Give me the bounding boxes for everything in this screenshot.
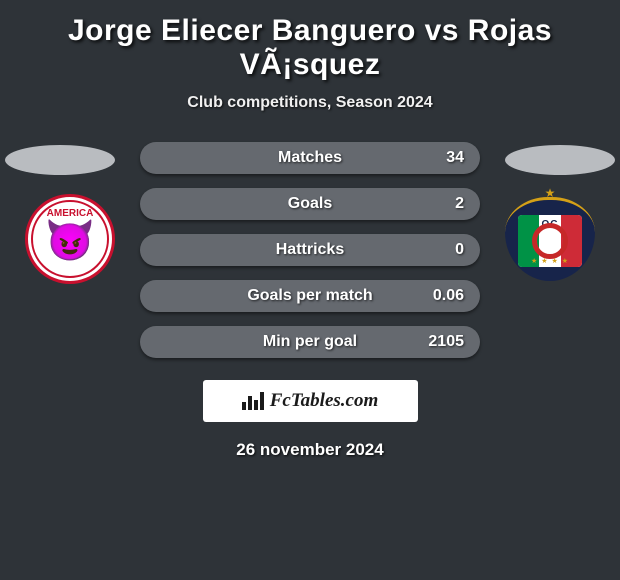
ring-icon: [532, 223, 568, 259]
page-title: Jorge Eliecer Banguero vs Rojas VÃ¡squez: [0, 0, 620, 88]
stat-value: 2: [455, 195, 464, 213]
devil-icon: 😈: [45, 221, 95, 261]
bar-chart-icon: [242, 392, 264, 410]
page-subtitle: Club competitions, Season 2024: [0, 94, 620, 112]
star-icon: ★: [545, 186, 556, 200]
stat-label: Min per goal: [263, 333, 357, 351]
stat-label: Matches: [278, 149, 342, 167]
stat-bar: Goals 2: [140, 188, 480, 220]
stat-value: 2105: [428, 333, 464, 351]
stat-label: Hattricks: [276, 241, 344, 259]
left-team-crest: AMERICA 😈: [25, 194, 115, 284]
right-player-ellipse: [505, 145, 615, 175]
comparison-content: AMERICA 😈 ★ OC ★ ★ ★ ★ Matches 34 Goals …: [0, 142, 620, 460]
right-team-crest: ★ OC ★ ★ ★ ★: [505, 197, 595, 281]
stat-bar: Matches 34: [140, 142, 480, 174]
generation-date: 26 november 2024: [0, 440, 620, 460]
stats-bars: Matches 34 Goals 2 Hattricks 0 Goals per…: [140, 142, 480, 358]
left-crest-inner: AMERICA 😈: [31, 200, 109, 278]
right-crest-panel: OC ★ ★ ★ ★: [518, 215, 582, 267]
stat-bar: Goals per match 0.06: [140, 280, 480, 312]
stat-value: 34: [446, 149, 464, 167]
stat-label: Goals per match: [247, 287, 372, 305]
left-crest-text: AMERICA: [47, 208, 94, 219]
left-player-ellipse: [5, 145, 115, 175]
stat-value: 0: [455, 241, 464, 259]
stars-bottom-icon: ★ ★ ★ ★: [531, 257, 569, 265]
stat-value: 0.06: [433, 287, 464, 305]
brand-badge: FcTables.com: [203, 380, 418, 422]
stat-bar: Hattricks 0: [140, 234, 480, 266]
brand-text: FcTables.com: [270, 390, 379, 412]
stat-label: Goals: [288, 195, 332, 213]
stat-bar: Min per goal 2105: [140, 326, 480, 358]
